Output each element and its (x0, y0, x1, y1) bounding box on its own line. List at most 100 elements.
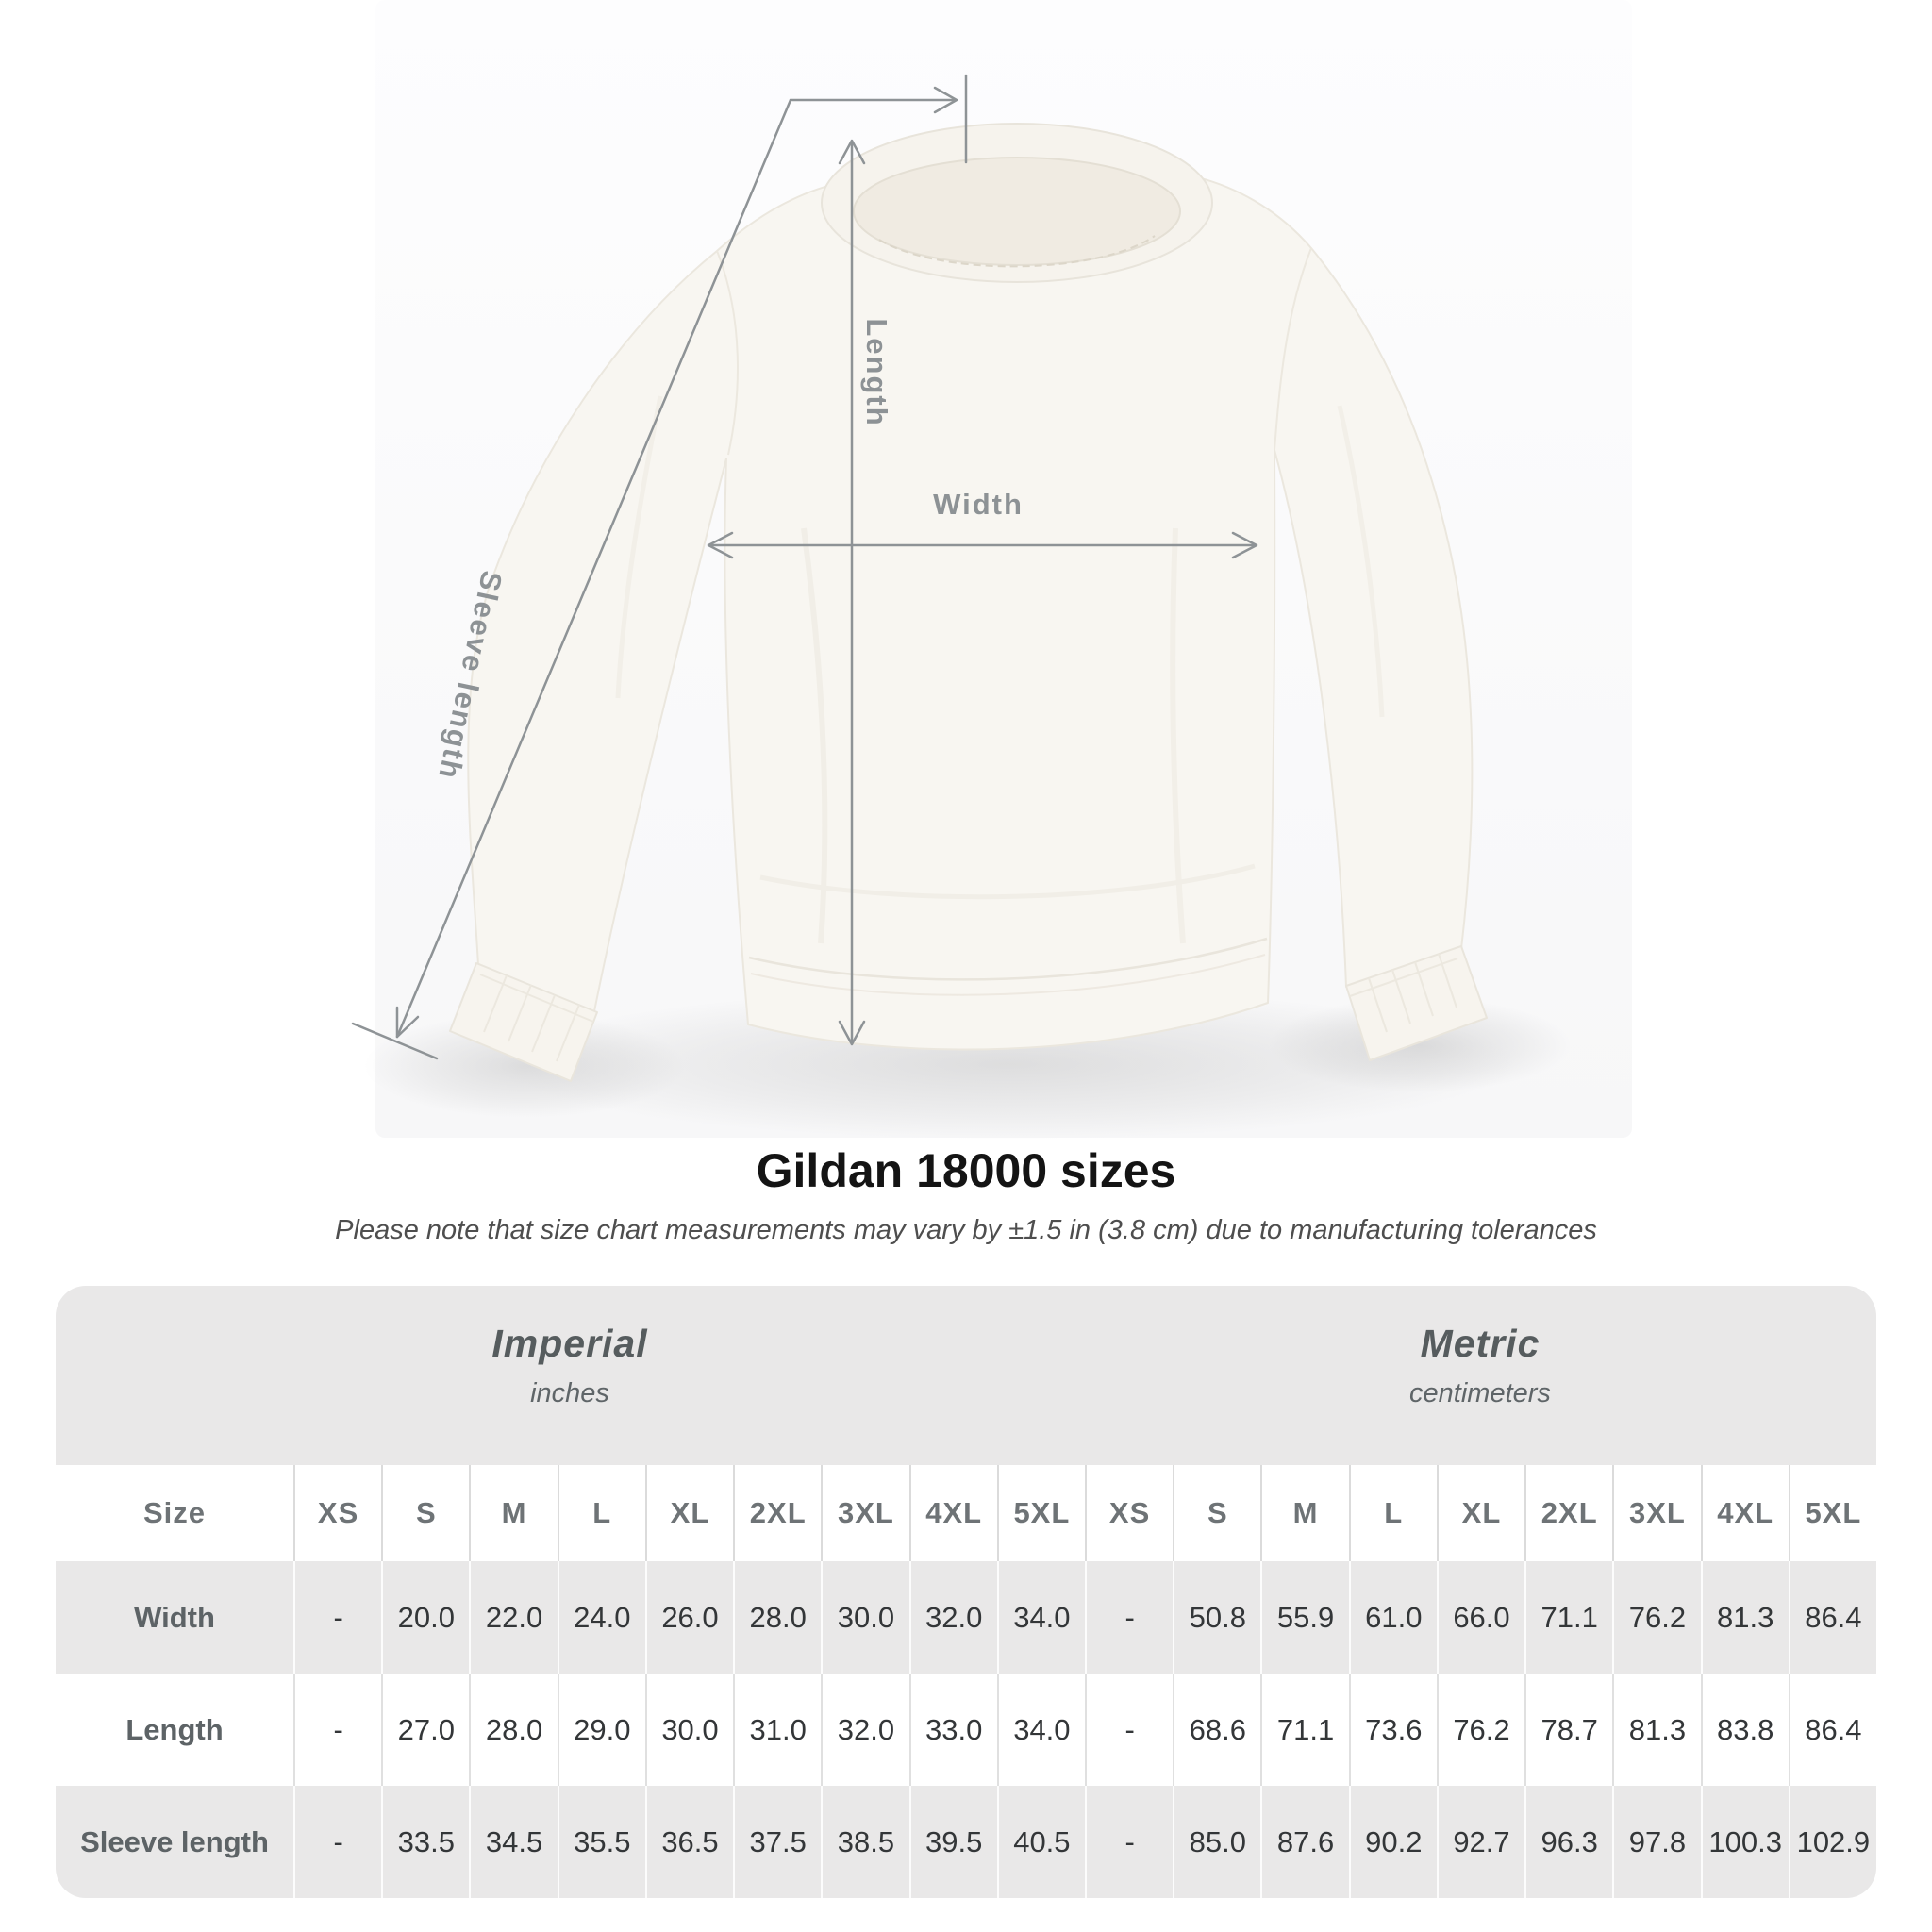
measurement-row: Width -20.0 22.0 24.0 26.0 28.0 30.0 32.0 34.0-5… (56, 1561, 1876, 1674)
size-header-cell: 4XL (908, 1465, 997, 1561)
page-title: Gildan 18000 sizes (756, 1144, 1176, 1197)
row-label: Sleeve length (80, 1824, 269, 1858)
size-header-cell: 2XL (733, 1465, 821, 1561)
value-cell: 26.0 (644, 1561, 733, 1674)
value-cell: 100.3 (1700, 1786, 1789, 1898)
value-cell: 35.5 (557, 1786, 645, 1898)
size-header-cell: XS (293, 1465, 381, 1561)
value-cell: 102.9 (1788, 1786, 1876, 1898)
value-cell: 33.5 (381, 1786, 469, 1898)
width-right-arrowhead-icon (1231, 531, 1258, 559)
sleeve-end-tick (351, 1022, 439, 1060)
sweatshirt-illustration (351, 0, 1632, 1140)
measurement-row: Length -27.0 28.0 29.0 30.0 31.0 32.0 33.0 34.0-… (56, 1674, 1876, 1786)
imperial-unit-label: inches (530, 1378, 609, 1408)
value-cell: 31.0 (733, 1674, 821, 1786)
value-cell: 32.0 (908, 1561, 997, 1674)
metric-unit-label: centimeters (1409, 1378, 1551, 1408)
row-label: Length (125, 1712, 224, 1746)
value-cell: 76.2 (1612, 1561, 1700, 1674)
value-cell: 22.0 (469, 1561, 557, 1674)
value-cell: 55.9 (1260, 1561, 1348, 1674)
value-cell: 76.2 (1436, 1674, 1524, 1786)
value-cell: 24.0 (557, 1561, 645, 1674)
size-header-cell: 5XL (1788, 1465, 1876, 1561)
size-header-cell: M (469, 1465, 557, 1561)
value-cell: 96.3 (1524, 1786, 1612, 1898)
value-cell: 20.0 (381, 1561, 469, 1674)
size-header-cell: XL (644, 1465, 733, 1561)
value-cell: 83.8 (1700, 1674, 1789, 1786)
size-header-cell: 3XL (1612, 1465, 1700, 1561)
value-cell: 36.5 (644, 1786, 733, 1898)
value-cell: 33.0 (908, 1674, 997, 1786)
size-header-cell: L (557, 1465, 645, 1561)
value-cell: 86.4 (1788, 1674, 1876, 1786)
value-cell: - (293, 1786, 381, 1898)
value-cell: 97.8 (1612, 1786, 1700, 1898)
length-bottom-arrowhead-icon (838, 1020, 866, 1046)
title-block: Gildan 18000 sizes Please note that size… (0, 1143, 1932, 1246)
value-cell: 61.0 (1348, 1561, 1437, 1674)
sleeve-arrowhead-icon (395, 1006, 420, 1039)
value-cell: 40.5 (996, 1786, 1085, 1898)
length-top-arrowhead-icon (838, 139, 866, 165)
size-header-cell: S (1173, 1465, 1260, 1561)
value-cell: 30.0 (644, 1674, 733, 1786)
value-cell: - (1084, 1674, 1173, 1786)
value-cell: 92.7 (1436, 1786, 1524, 1898)
size-header-cell: 4XL (1700, 1465, 1789, 1561)
size-header-cell: XS (1084, 1465, 1173, 1561)
measurement-row: Sleeve length -33.5 34.5 35.5 36.5 37.5 38.5 39… (56, 1786, 1876, 1898)
size-chart-table: Imperial inches Metric centimeters Size … (56, 1286, 1876, 1898)
seams-and-folds (615, 247, 1385, 944)
value-cell: 86.4 (1788, 1561, 1876, 1674)
value-cell: 71.1 (1524, 1561, 1612, 1674)
value-cell: 30.0 (821, 1561, 908, 1674)
tolerance-note: Please note that size chart measurements… (335, 1215, 1597, 1245)
value-cell: 27.0 (381, 1674, 469, 1786)
unit-header-band: Imperial inches Metric centimeters (56, 1286, 1876, 1465)
size-header-cell: 5XL (996, 1465, 1085, 1561)
imperial-title: Imperial (491, 1322, 648, 1365)
value-cell: 32.0 (821, 1674, 908, 1786)
metric-title: Metric (1420, 1322, 1541, 1365)
value-cell: 85.0 (1173, 1786, 1260, 1898)
size-header-row: Size XS S M L XL 2XL 3XL 4XL 5XL XS S M L XL 2XL 3XL 4XL… (56, 1465, 1876, 1561)
value-cell: 73.6 (1348, 1674, 1437, 1786)
size-column-header: Size (142, 1496, 207, 1529)
value-cell: 87.6 (1260, 1786, 1348, 1898)
sweatshirt-body (467, 158, 1474, 1051)
value-cell: 38.5 (821, 1786, 908, 1898)
product-measurement-diagram: Width Length Sleeve length (351, 0, 1632, 1140)
measurement-rows: Width -20.0 22.0 24.0 26.0 28.0 30.0 32.0 34.0-5… (56, 1561, 1876, 1898)
value-cell: - (1084, 1786, 1173, 1898)
value-cell: 39.5 (908, 1786, 997, 1898)
width-left-arrowhead-icon (707, 531, 734, 559)
row-label: Width (134, 1600, 215, 1634)
right-cuff (1345, 945, 1488, 1061)
left-cuff (449, 962, 598, 1082)
value-cell: - (293, 1561, 381, 1674)
size-header-cell: L (1348, 1465, 1437, 1561)
sweatshirt-photo (449, 123, 1488, 1082)
size-header-cell: XL (1436, 1465, 1524, 1561)
sleeve-length-line (395, 98, 792, 1039)
value-cell: 68.6 (1173, 1674, 1260, 1786)
value-cell: 81.3 (1700, 1561, 1789, 1674)
metric-section-header: Metric centimeters (1084, 1286, 1876, 1465)
value-cell: - (1084, 1561, 1173, 1674)
value-cell: 66.0 (1436, 1561, 1524, 1674)
value-cell: 34.0 (996, 1674, 1085, 1786)
size-header-cell: 3XL (821, 1465, 908, 1561)
imperial-section-header: Imperial inches (56, 1286, 1084, 1465)
collar (821, 123, 1213, 283)
top-arrowhead-icon (933, 86, 958, 114)
size-header-cell: S (381, 1465, 469, 1561)
dimension-lines (351, 74, 1258, 1060)
hem-band (748, 937, 1268, 996)
value-cell: 28.0 (469, 1674, 557, 1786)
value-cell: 28.0 (733, 1561, 821, 1674)
value-cell: 50.8 (1173, 1561, 1260, 1674)
size-header-cell: M (1260, 1465, 1348, 1561)
